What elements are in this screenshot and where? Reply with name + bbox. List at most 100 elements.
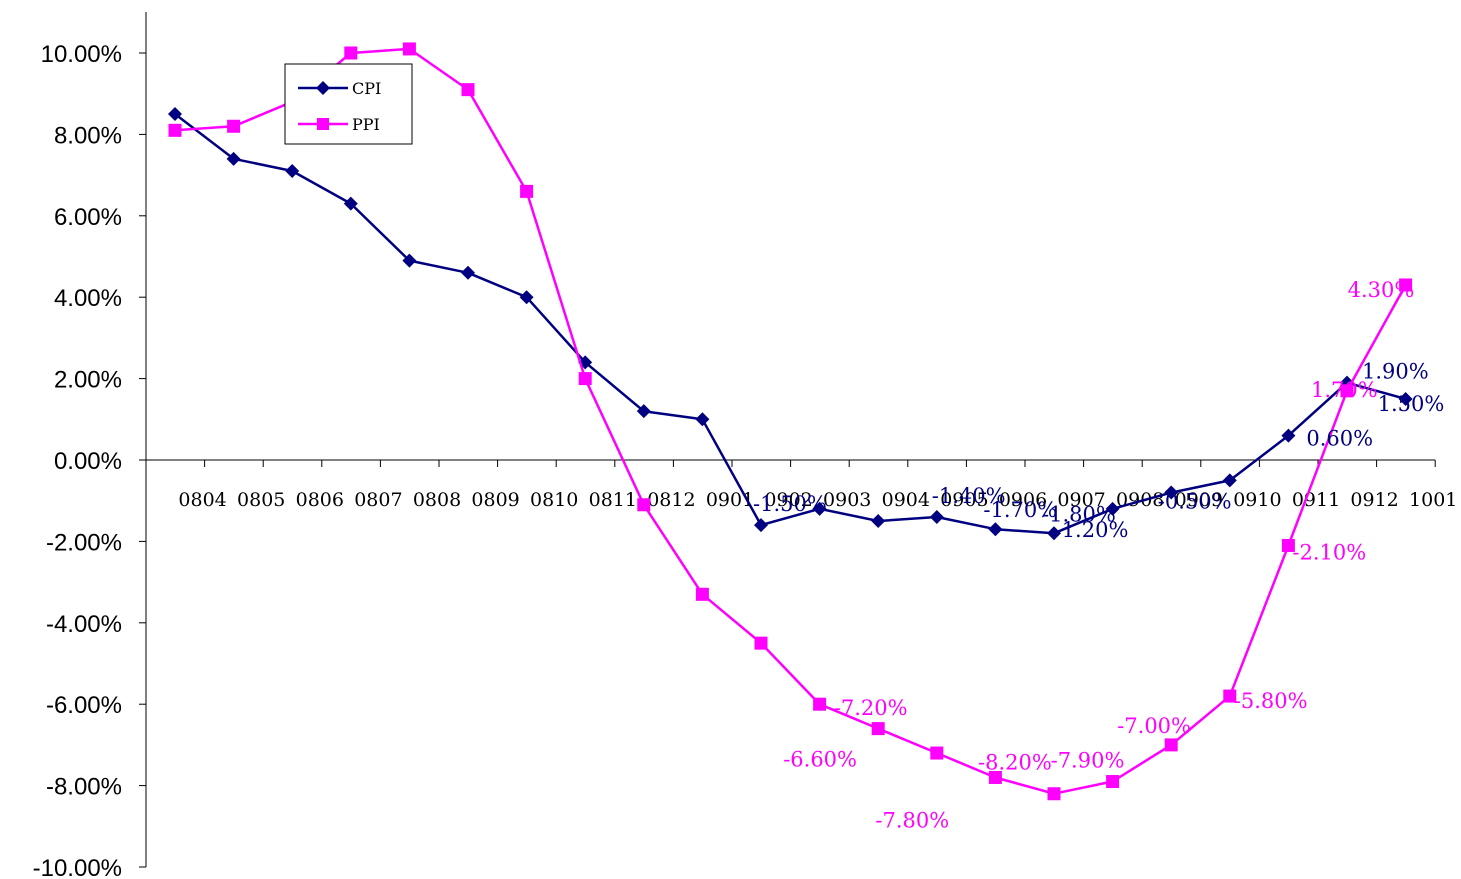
x-tick-label: 0805 <box>237 489 285 511</box>
x-tick-label: 0806 <box>296 489 344 511</box>
y-tick-label: -6.00% <box>46 692 122 719</box>
cpi-data-label: 1.50% <box>1378 392 1445 416</box>
legend-cpi-marker <box>316 81 330 95</box>
ppi-point <box>1223 689 1237 703</box>
cpi-point <box>226 151 241 166</box>
cpi-point <box>1105 501 1120 516</box>
x-tick-label: 0809 <box>471 489 519 511</box>
x-tick-label: 0811 <box>589 489 637 511</box>
cpi-data-label: -1.70% <box>983 498 1057 522</box>
x-tick-label: 0907 <box>1057 489 1105 511</box>
cpi-point <box>461 265 475 280</box>
ppi-data-label: -2.10% <box>1292 540 1366 564</box>
x-tick-label: 0812 <box>647 489 695 511</box>
ppi-data-label: -7.00% <box>1117 714 1191 738</box>
ppi-point <box>344 46 358 60</box>
x-tick-label: 0807 <box>354 489 402 511</box>
series-line-ppi <box>174 47 1407 795</box>
x-tick-label: 0912 <box>1350 489 1398 511</box>
ppi-data-label: 4.30% <box>1348 278 1415 302</box>
ppi-point <box>461 83 475 97</box>
x-tick-label: 0804 <box>178 489 226 511</box>
x-tick-label: 0904 <box>882 489 930 511</box>
legend-cpi-label: CPI <box>352 79 381 98</box>
cpi-data-label: -0.50% <box>1158 489 1232 513</box>
ppi-point <box>1399 278 1413 292</box>
cpi-data-label: 0.60% <box>1306 427 1373 451</box>
ppi-data-label: -8.20% <box>978 751 1052 775</box>
cpi-point <box>812 501 827 516</box>
cpi-data-label: -1.20% <box>1055 518 1129 542</box>
x-tick-label: 1001 <box>1409 489 1457 511</box>
cpi-point <box>285 164 300 179</box>
data-labels-layer: -1.50% -1.40%-1.70%-1.80%-1.20% -0.50% 0.60… <box>753 278 1444 832</box>
x-tick-label: 0808 <box>413 489 461 511</box>
x-tick-label: 0906 <box>999 489 1047 511</box>
axes: 10.00% 8.00% 6.00% 4.00% 2.00% 0.00% -2.00% -4.… <box>33 12 1457 879</box>
cpi-point <box>402 253 417 268</box>
ppi-data-label: -7.20% <box>834 696 908 720</box>
x-tick-label: 0810 <box>530 489 578 511</box>
cpi-point <box>1281 428 1296 443</box>
legend-item-ppi: PPI <box>298 115 380 134</box>
cpi-point <box>343 196 358 211</box>
ppi-data-label: -5.80% <box>1234 689 1308 713</box>
ppi-point <box>1047 787 1061 801</box>
legend-ppi-label: PPI <box>352 115 380 134</box>
legend-ppi-marker <box>317 118 329 130</box>
ppi-point <box>637 498 651 512</box>
cpi-data-label: -1.50% <box>753 492 827 516</box>
ppi-data-label: -6.60% <box>783 748 857 772</box>
cpi-point <box>1222 473 1237 488</box>
x-tick-label: 0911 <box>1292 489 1340 511</box>
cpi-point <box>988 522 1003 537</box>
ppi-point <box>1340 384 1354 398</box>
cpi-data-label: 1.90% <box>1362 360 1429 384</box>
y-tick-label: 4.00% <box>54 285 122 312</box>
x-tick-label: 0910 <box>1233 489 1281 511</box>
y-tick-label: 2.00% <box>54 367 122 394</box>
x-tick-label: 0901 <box>706 489 754 511</box>
ppi-point <box>1281 538 1295 552</box>
cpi-point <box>1398 391 1413 406</box>
legend: CPI PPI <box>284 63 413 145</box>
ppi-data-label: -7.90% <box>1051 749 1125 773</box>
ppi-point <box>168 123 182 137</box>
x-tick-label: 0902 <box>764 489 812 511</box>
ppi-point <box>813 697 827 711</box>
x-tick-label: 0903 <box>823 489 871 511</box>
cpi-data-label: -1.40% <box>932 484 1006 508</box>
legend-item-cpi: CPI <box>298 79 381 98</box>
ppi-point <box>754 636 768 650</box>
cpi-point <box>929 509 944 524</box>
y-tick-label: -10.00% <box>33 855 122 879</box>
legend-box <box>284 63 413 145</box>
y-tick-label: -2.00% <box>46 529 122 556</box>
cpi-point <box>754 518 768 533</box>
ppi-point <box>695 587 709 601</box>
cpi-point <box>1047 526 1061 541</box>
ppi-point <box>227 119 241 133</box>
ppi-point <box>871 722 885 736</box>
cpi-point <box>168 107 182 122</box>
ppi-data-label: 1.70% <box>1311 378 1378 402</box>
cpi-point <box>636 404 651 419</box>
cpi-point <box>519 290 534 305</box>
x-tick-label: 0909 <box>1175 489 1223 511</box>
y-tick-label: 10.00% <box>41 41 122 68</box>
ppi-point <box>988 770 1002 784</box>
ppi-point <box>578 372 592 386</box>
y-tick-label: -4.00% <box>46 611 122 638</box>
ppi-point <box>1164 738 1178 752</box>
cpi-point <box>1164 485 1179 500</box>
ppi-point <box>930 746 944 760</box>
series-line-cpi <box>174 113 1406 535</box>
y-tick-label: -8.00% <box>46 774 122 801</box>
ppi-point <box>402 42 416 56</box>
series-layer <box>168 42 1413 801</box>
ppi-point <box>520 184 534 198</box>
cpi-data-label: -1.80% <box>1042 502 1116 526</box>
x-tick-label: 0905 <box>940 489 988 511</box>
ppi-data-label: -7.80% <box>875 808 949 832</box>
